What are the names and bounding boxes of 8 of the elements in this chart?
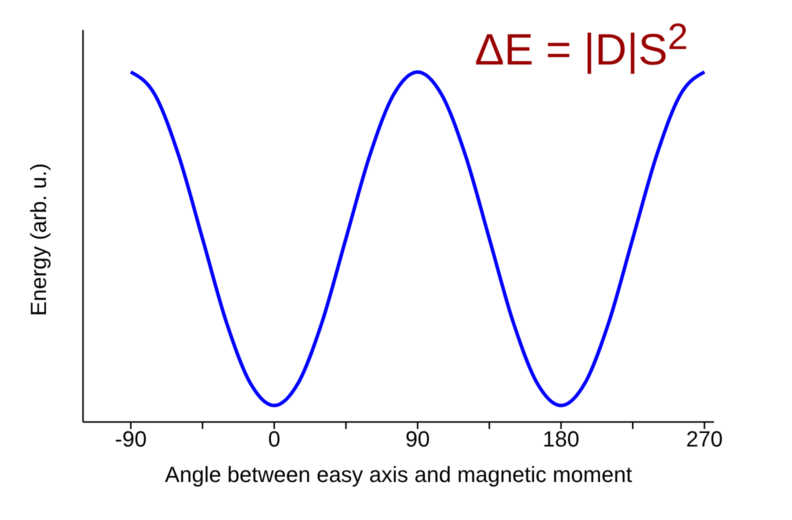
x-tick-label: 90: [405, 426, 430, 452]
x-tick-label: -90: [114, 426, 147, 452]
x-tick-label: 0: [268, 426, 280, 452]
x-tick-label: 270: [686, 426, 723, 452]
x-axis-title: Angle between easy axis and magnetic moment: [164, 462, 632, 487]
y-axis-title: Energy (arb. u.): [26, 163, 51, 316]
annotation: ΔE = |D|S$^{2}$: [474, 16, 688, 76]
x-tick-label: 180: [542, 426, 580, 452]
